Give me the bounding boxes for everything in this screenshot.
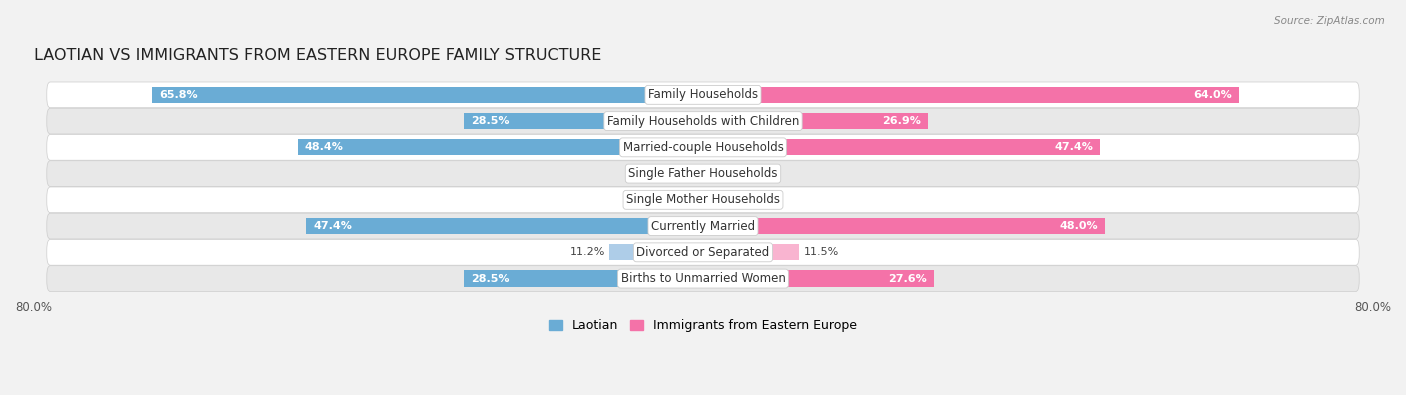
Text: 47.4%: 47.4% <box>314 221 352 231</box>
Text: Family Households with Children: Family Households with Children <box>607 115 799 128</box>
Text: Divorced or Separated: Divorced or Separated <box>637 246 769 259</box>
Bar <box>464 271 703 287</box>
Text: 11.2%: 11.2% <box>569 247 605 257</box>
Text: Source: ZipAtlas.com: Source: ZipAtlas.com <box>1274 16 1385 26</box>
FancyBboxPatch shape <box>46 82 1360 108</box>
Text: Single Mother Households: Single Mother Households <box>626 193 780 206</box>
Text: 26.9%: 26.9% <box>883 116 921 126</box>
Text: Currently Married: Currently Married <box>651 220 755 233</box>
FancyBboxPatch shape <box>46 134 1360 160</box>
Text: 2.0%: 2.0% <box>724 169 752 179</box>
Bar <box>703 271 934 287</box>
Text: 48.4%: 48.4% <box>305 142 343 152</box>
FancyBboxPatch shape <box>46 213 1360 239</box>
Bar <box>298 139 703 156</box>
FancyBboxPatch shape <box>46 161 1360 186</box>
Bar <box>685 166 703 182</box>
Text: 27.6%: 27.6% <box>889 274 928 284</box>
FancyBboxPatch shape <box>46 266 1360 292</box>
Bar <box>703 244 799 260</box>
Text: Births to Unmarried Women: Births to Unmarried Women <box>620 272 786 285</box>
Text: 48.0%: 48.0% <box>1059 221 1098 231</box>
Bar <box>654 192 703 208</box>
FancyBboxPatch shape <box>46 108 1360 134</box>
Text: Single Father Households: Single Father Households <box>628 167 778 180</box>
Text: Family Households: Family Households <box>648 88 758 102</box>
Bar <box>703 113 928 129</box>
Bar <box>703 87 1239 103</box>
Bar <box>703 166 720 182</box>
Text: LAOTIAN VS IMMIGRANTS FROM EASTERN EUROPE FAMILY STRUCTURE: LAOTIAN VS IMMIGRANTS FROM EASTERN EUROP… <box>34 48 600 63</box>
Text: 5.6%: 5.6% <box>754 195 782 205</box>
Text: 28.5%: 28.5% <box>471 274 510 284</box>
Bar <box>703 192 749 208</box>
Text: 28.5%: 28.5% <box>471 116 510 126</box>
Bar <box>609 244 703 260</box>
Legend: Laotian, Immigrants from Eastern Europe: Laotian, Immigrants from Eastern Europe <box>544 314 862 337</box>
Text: 2.2%: 2.2% <box>652 169 681 179</box>
Text: Married-couple Households: Married-couple Households <box>623 141 783 154</box>
Text: 11.5%: 11.5% <box>803 247 838 257</box>
Bar <box>703 139 1099 156</box>
FancyBboxPatch shape <box>46 239 1360 265</box>
Text: 65.8%: 65.8% <box>159 90 198 100</box>
Text: 64.0%: 64.0% <box>1194 90 1232 100</box>
Text: 5.8%: 5.8% <box>621 195 651 205</box>
Bar <box>307 218 703 234</box>
Text: 47.4%: 47.4% <box>1054 142 1092 152</box>
Bar <box>703 218 1105 234</box>
FancyBboxPatch shape <box>46 187 1360 213</box>
Bar <box>464 113 703 129</box>
Bar <box>152 87 703 103</box>
